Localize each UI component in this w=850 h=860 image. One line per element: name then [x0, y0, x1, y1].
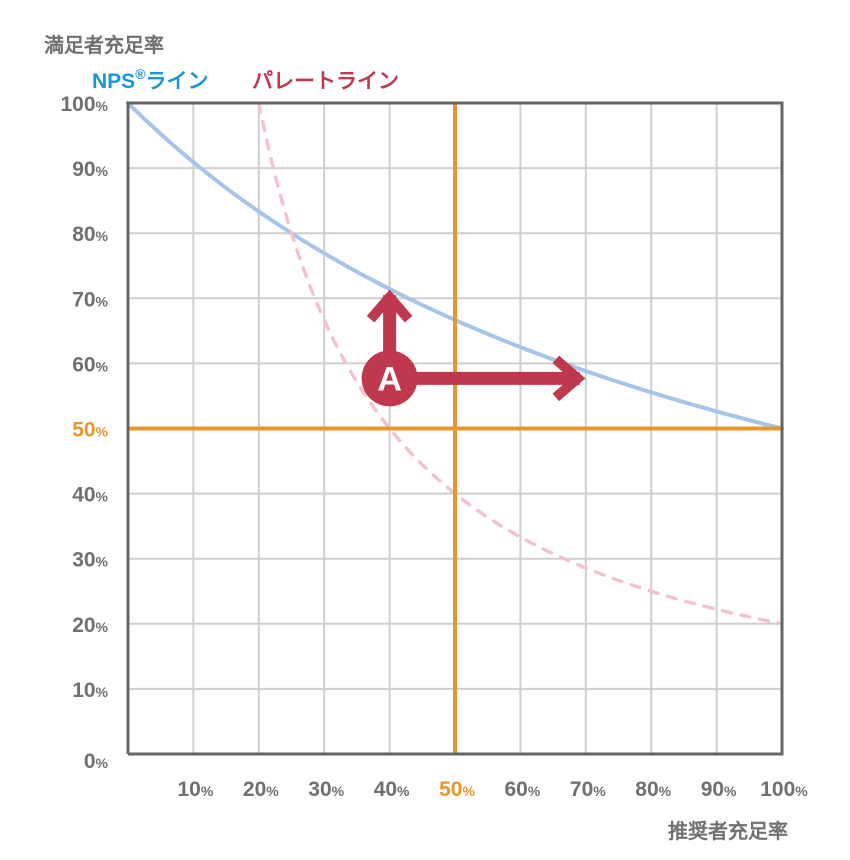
- point-a-label: A: [377, 360, 402, 398]
- y-tick-label: 70%: [72, 288, 108, 311]
- x-tick-label: 100%: [760, 778, 808, 801]
- y-tick-label: 60%: [72, 353, 108, 376]
- y-tick-label: 80%: [72, 223, 108, 246]
- plot-frame: [126, 101, 784, 756]
- x-tick-label: 60%: [504, 778, 540, 801]
- y-tick-label: 0%: [84, 750, 109, 773]
- x-tick-label: 80%: [635, 778, 671, 801]
- x-tick-label: 20%: [243, 778, 279, 801]
- x-tick-label: 30%: [308, 778, 344, 801]
- legend-item: パレートライン: [252, 70, 399, 93]
- x-tick-label: 50%: [439, 778, 475, 801]
- arrow-up-head: [366, 289, 413, 323]
- y-tick-label: 20%: [72, 614, 108, 637]
- x-tick-label: 10%: [177, 778, 213, 801]
- y-tick-label: 10%: [72, 679, 108, 702]
- x-tick-label: 70%: [570, 778, 606, 801]
- y-tick-label: 50%: [72, 419, 108, 442]
- annotation-a: A: [361, 289, 586, 407]
- legend-item: NPS®ライン: [92, 66, 209, 93]
- y-tick-label: 90%: [72, 158, 108, 181]
- annotations: A: [361, 289, 586, 407]
- pareto-line: [257, 101, 784, 626]
- reference-lines: [128, 103, 782, 754]
- tick-labels: 0% 10% 20% 30% 40% 50% 60% 70% 80% 90% 100% 10% 20% 3…: [61, 93, 809, 801]
- y-tick-label: 40%: [72, 484, 108, 507]
- y-axis-title: 満足者充足率: [44, 33, 164, 57]
- point-a-marker: [361, 350, 418, 407]
- x-tick-label: 40%: [374, 778, 410, 801]
- x-axis-title: 推奨者充足率: [668, 819, 788, 843]
- x-tick-label: 90%: [701, 778, 737, 801]
- axes: [126, 101, 784, 756]
- y-tick-label: 100%: [61, 93, 109, 116]
- arrow-right-head: [552, 355, 586, 402]
- y-tick-label: 30%: [72, 549, 108, 572]
- legend: NPS®ライン パレートライン: [92, 66, 399, 93]
